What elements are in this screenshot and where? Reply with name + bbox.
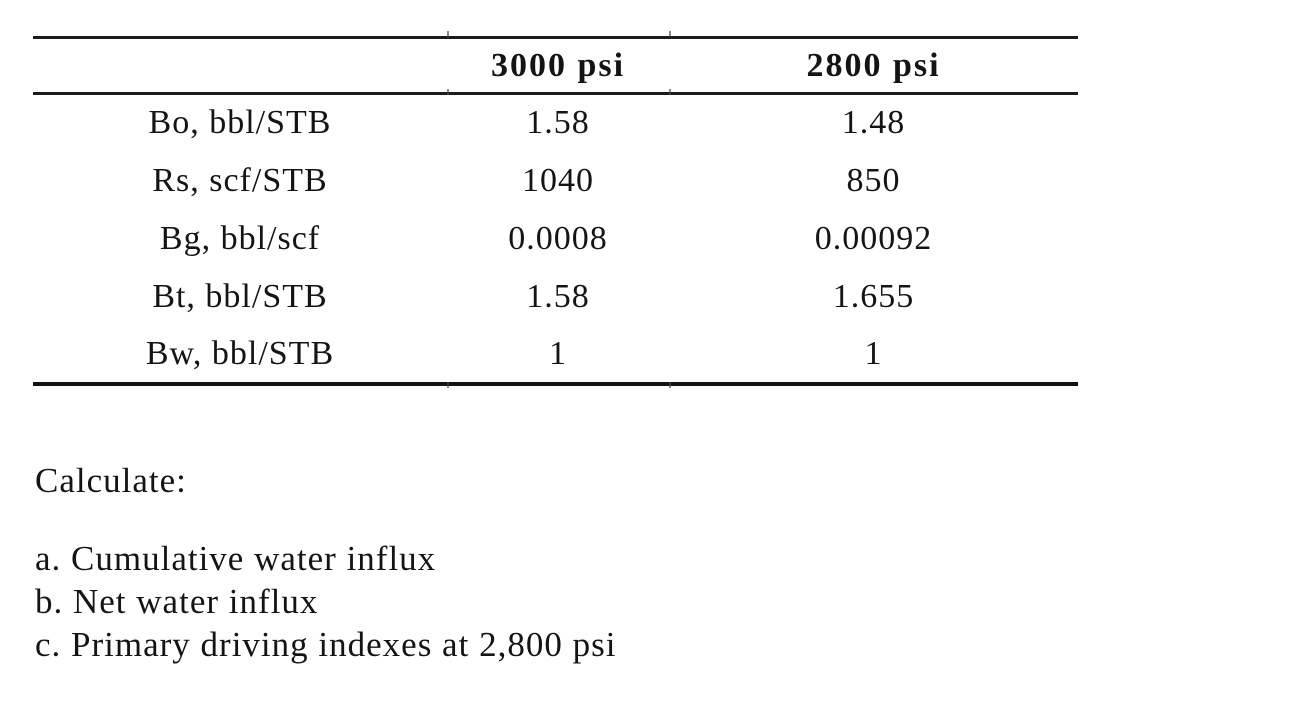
cell-bo-2800: 1.48 (841, 104, 906, 142)
cell-bg-2800: 0.00092 (814, 219, 933, 257)
header-empty-cell (33, 38, 447, 94)
table-header-row: 3000 psi 2800 psi (33, 38, 1078, 94)
calc-item-c: c. Primary driving indexes at 2,800 psi (35, 625, 617, 664)
cell-bt-2800: 1.655 (832, 277, 915, 315)
calc-item-b: b. Net water influx (35, 582, 319, 621)
calc-item-a: a. Cumulative water influx (35, 539, 437, 578)
rule-tick (669, 31, 671, 37)
calculate-items: a. Cumulative water influx b. Net water … (35, 537, 616, 666)
cell-bt-3000: 1.58 (526, 277, 590, 315)
cell-bw-3000: 1 (549, 334, 567, 372)
table-row: Bt, bbl/STB 1.58 1.655 (33, 268, 1078, 326)
rule-tick (669, 382, 671, 388)
cell-bg-3000: 0.0008 (508, 219, 608, 257)
column-header-2800psi: 2800 psi (806, 46, 941, 84)
row-label-bt: Bt, bbl/STB (152, 277, 328, 315)
row-label-bo: Bo, bbl/STB (148, 104, 332, 142)
cell-bo-3000: 1.58 (526, 104, 590, 142)
cell-rs-3000: 1040 (522, 161, 594, 199)
rule-tick (447, 382, 449, 388)
cell-rs-2800: 850 (846, 161, 901, 199)
pvt-table: 3000 psi 2800 psi Bo, bbl/STB 1.58 1.48 … (33, 31, 1078, 388)
row-label-bw: Bw, bbl/STB (145, 334, 335, 372)
rule-tick (447, 31, 449, 37)
table-row: Bo, bbl/STB 1.58 1.48 (33, 94, 1078, 152)
row-label-bg: Bg, bbl/scf (159, 219, 321, 257)
table-row: Rs, scf/STB 1040 850 (33, 152, 1078, 210)
column-header-3000psi: 3000 psi (490, 46, 626, 84)
table-row: Bg, bbl/scf 0.0008 0.00092 (33, 210, 1078, 268)
pvt-properties-table: 3000 psi 2800 psi Bo, bbl/STB 1.58 1.48 … (33, 36, 1078, 386)
rule-tick (669, 89, 671, 95)
row-label-rs: Rs, scf/STB (152, 161, 328, 199)
cell-bw-2800: 1 (864, 334, 883, 372)
table-row: Bw, bbl/STB 1 1 (33, 326, 1078, 384)
rule-tick (447, 89, 449, 95)
calculate-heading: Calculate: (35, 461, 187, 500)
